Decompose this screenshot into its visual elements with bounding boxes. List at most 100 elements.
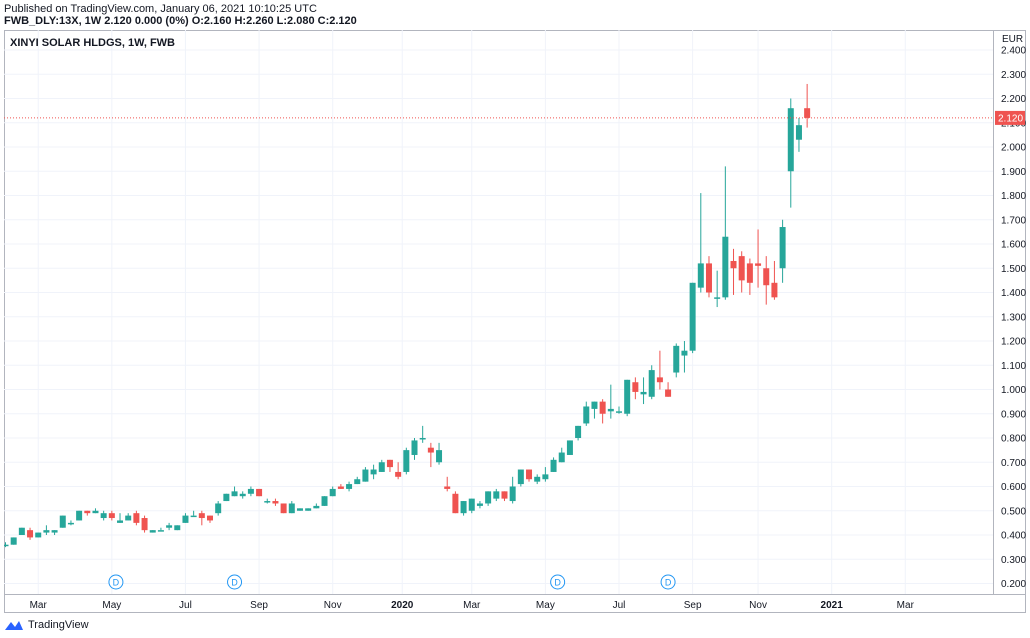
candle	[681, 341, 688, 373]
candle	[411, 438, 418, 460]
candle-body	[256, 488, 263, 497]
candle-body	[526, 469, 533, 480]
candle	[182, 513, 189, 523]
dividend-marker-label: D	[665, 578, 672, 588]
dividend-marker[interactable]	[660, 574, 676, 590]
candle-body	[337, 486, 344, 489]
candle	[166, 522, 173, 531]
candle-body	[599, 401, 606, 414]
currency-label: EUR	[1002, 34, 1023, 45]
symbol-ohlc-line: FWB_DLY:13X, 1W 2.120 0.000 (0%) O:2.160…	[4, 15, 357, 27]
candle-body	[673, 345, 680, 373]
time-tick-label: 2020	[391, 600, 414, 611]
candle-body	[239, 493, 246, 497]
dividend-marker[interactable]	[108, 574, 124, 590]
price-tick-label: 1.100	[1001, 361, 1026, 372]
time-tick-label: Nov	[749, 600, 767, 611]
tradingview-logo-icon	[5, 621, 23, 630]
time-tick-label: Jul	[613, 600, 626, 611]
candle-body	[476, 503, 483, 506]
candle-body	[386, 459, 393, 468]
candle	[370, 464, 377, 480]
price-tick-label: 0.900	[1001, 409, 1026, 420]
candle	[27, 527, 34, 540]
candle-body	[67, 522, 74, 525]
candle	[763, 256, 770, 305]
candle	[436, 442, 443, 465]
candle	[141, 515, 148, 533]
candle-body	[215, 503, 222, 514]
candle	[313, 503, 320, 509]
candle-body	[746, 263, 753, 283]
candle-body	[566, 440, 573, 455]
candle	[403, 447, 410, 475]
candle-body	[92, 510, 99, 514]
candle	[329, 486, 336, 497]
candle-body	[207, 515, 213, 521]
candle	[59, 515, 66, 528]
price-tick-label: 2.300	[1001, 70, 1026, 81]
candle	[296, 508, 303, 511]
candle-body	[517, 469, 524, 485]
candle-body	[141, 518, 148, 531]
dividend-marker[interactable]	[227, 574, 243, 590]
candle	[550, 457, 557, 472]
candle-body	[166, 525, 173, 528]
candle-body	[223, 493, 230, 502]
candle-body	[174, 525, 181, 531]
candle	[746, 258, 753, 295]
candle	[427, 442, 434, 468]
candle	[174, 525, 181, 531]
time-axis: Mar May Jul Sep Nov 2020 Mar May Jul Sep Nov 2021 Ma…	[30, 600, 915, 611]
candle-body	[591, 401, 598, 409]
candle-body	[714, 297, 721, 299]
candle-body	[697, 263, 704, 288]
candle-body	[558, 452, 565, 463]
candle	[215, 501, 222, 516]
candle	[476, 501, 483, 509]
candle	[18, 527, 25, 535]
candle-body	[27, 530, 34, 538]
candle	[84, 510, 91, 516]
candle-body	[763, 268, 770, 286]
candle-body	[362, 469, 369, 482]
candle	[362, 467, 369, 482]
candle-body	[313, 505, 320, 509]
symbol-info: FWB_DLY:13X, 1W 2.120 0.000 (0%) O:2.160…	[4, 15, 357, 27]
candle-body	[411, 440, 418, 455]
time-tick-label: Nov	[324, 600, 342, 611]
candle-body	[305, 508, 312, 511]
price-tick-label: 2.000	[1001, 143, 1026, 154]
candle-body	[149, 530, 156, 533]
candle	[190, 510, 197, 518]
candle-body	[84, 510, 91, 514]
candle	[591, 401, 598, 419]
candle-body	[795, 125, 802, 140]
price-tick-label: 2.400	[1001, 46, 1026, 57]
candle-body	[231, 491, 238, 497]
candle-body	[59, 515, 66, 528]
candle-body	[640, 391, 647, 395]
candle	[624, 379, 631, 417]
tradingview-brand[interactable]: TradingView	[4, 619, 89, 631]
candle	[509, 476, 516, 504]
dividend-marker[interactable]	[550, 574, 566, 590]
candle	[419, 425, 426, 443]
candle	[656, 350, 663, 390]
time-tick-label: Jul	[179, 600, 192, 611]
price-chart[interactable]: 2.4002.3002.2002.1002.0001.9001.8001.700…	[4, 30, 1026, 613]
candle	[738, 251, 745, 293]
price-tick-label: 0.300	[1001, 555, 1026, 566]
candle	[223, 493, 230, 502]
candle	[231, 486, 238, 497]
candle	[280, 503, 287, 514]
candle-body	[51, 530, 58, 533]
candle	[697, 193, 704, 293]
dividend-marker-label: D	[231, 578, 238, 588]
candle	[779, 219, 786, 283]
price-tick-label: 0.800	[1001, 434, 1026, 445]
candle	[386, 459, 393, 472]
candle-body	[370, 469, 377, 475]
time-tick-label: Mar	[463, 600, 481, 611]
